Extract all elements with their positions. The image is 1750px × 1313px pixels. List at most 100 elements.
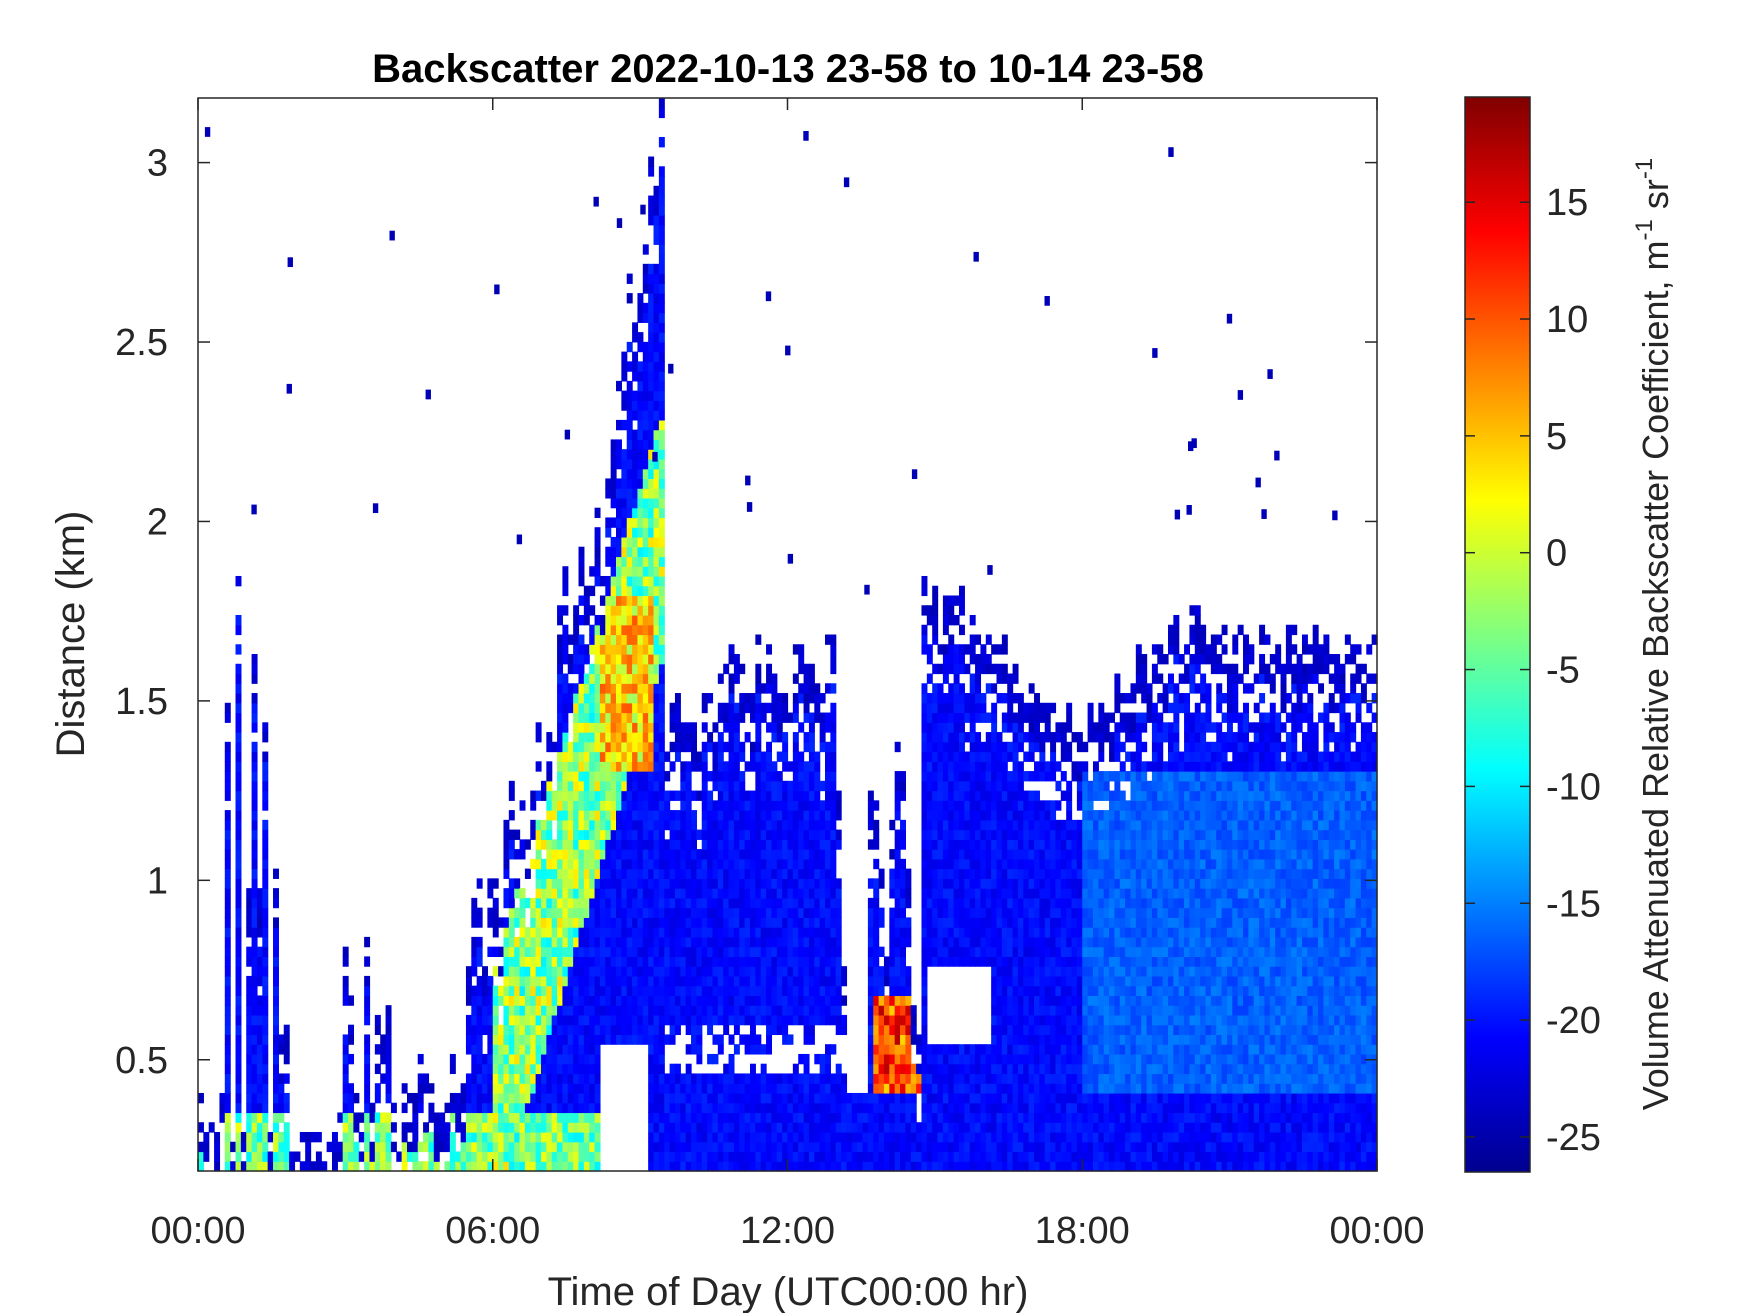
heatmap-cell: [867, 800, 874, 811]
heatmap-cell: [937, 1131, 944, 1143]
heatmap-cell: [557, 907, 564, 918]
heatmap-cell: [551, 810, 558, 821]
heatmap-cell: [819, 1073, 826, 1084]
heatmap-cell: [937, 888, 944, 899]
heatmap-cell: [739, 975, 746, 987]
heatmap-cell: [599, 654, 606, 665]
heatmap-cell: [385, 1063, 392, 1075]
heatmap-cell: [803, 1034, 810, 1045]
heatmap-cell: [873, 1122, 880, 1133]
heatmap-cell: [958, 1131, 965, 1143]
heatmap-cell: [760, 878, 767, 889]
heatmap-cell: [540, 878, 547, 889]
heatmap-cell: [605, 722, 612, 733]
heatmap-cell: [262, 819, 269, 831]
heatmap-cell: [578, 644, 585, 655]
heatmap-cell: [969, 614, 976, 626]
heatmap-cell: [610, 868, 617, 879]
heatmap-cell: [883, 1044, 890, 1055]
heatmap-cell: [964, 829, 971, 840]
heatmap-cell: [926, 1083, 933, 1094]
heatmap-cell: [578, 1063, 585, 1075]
heatmap-cell: [364, 985, 371, 997]
heatmap-cell: [1007, 966, 1014, 977]
heatmap-cell: [948, 1092, 955, 1104]
heatmap-cell: [985, 1073, 992, 1084]
heatmap-cell: [648, 478, 655, 489]
heatmap-cell: [771, 693, 778, 704]
heatmap-cell: [1001, 1073, 1008, 1084]
heatmap-cell: [562, 849, 569, 860]
heatmap-cell: [385, 1073, 392, 1084]
heatmap-cell: [744, 995, 751, 1006]
heatmap-cell: [739, 946, 746, 957]
heatmap-cell: [482, 1102, 488, 1114]
heatmap-cell: [733, 897, 740, 909]
heatmap-cell: [744, 956, 751, 967]
heatmap-cell: [814, 966, 821, 977]
heatmap-cell: [348, 1034, 355, 1045]
heatmap-cell: [626, 468, 633, 480]
heatmap-cell: [364, 1034, 371, 1045]
heatmap-cell: [798, 810, 805, 821]
heatmap-cell: [937, 663, 944, 675]
heatmap-cell: [364, 1151, 371, 1162]
heatmap-cell: [246, 907, 253, 918]
heatmap-cell: [621, 556, 628, 567]
heatmap-cell: [251, 771, 258, 782]
heatmap-cell: [648, 1024, 655, 1036]
heatmap-cell: [235, 1014, 242, 1026]
heatmap-cell: [637, 741, 644, 753]
heatmap-cell: [508, 897, 515, 909]
heatmap-cell: [1007, 907, 1014, 918]
heatmap-cell: [637, 897, 644, 909]
heatmap-cell: [610, 946, 617, 957]
heatmap-cell: [985, 771, 992, 782]
heatmap-cell: [674, 1014, 681, 1026]
heatmap-cell: [594, 878, 601, 889]
heatmap-cell: [691, 868, 697, 879]
heatmap-cell: [937, 1073, 944, 1084]
heatmap-cell: [733, 741, 740, 753]
heatmap-cell: [246, 1053, 253, 1065]
heatmap-cell: [755, 1112, 762, 1123]
heatmap-cell: [599, 575, 606, 587]
heatmap-cell: [707, 946, 714, 957]
heatmap-cell: [958, 1044, 965, 1055]
heatmap-cell: [546, 1005, 553, 1016]
heatmap-cell: [723, 780, 730, 792]
heatmap-cell: [701, 995, 708, 1006]
heatmap-cell: [621, 449, 628, 460]
heatmap-cell: [262, 1092, 269, 1104]
heatmap-cell: [449, 1161, 456, 1172]
heatmap-cell: [669, 975, 676, 987]
heatmap-cell: [798, 1053, 805, 1065]
heatmap-cell: [669, 839, 676, 850]
heatmap-cell: [755, 888, 762, 899]
heatmap-cell: [471, 897, 478, 909]
heatmap-cell: [385, 1044, 392, 1055]
heatmap-cell: [573, 1034, 580, 1045]
heatmap-cell: [578, 751, 585, 762]
heatmap-cell: [535, 936, 542, 948]
heatmap-cell: [632, 1024, 639, 1036]
heatmap-cell: [632, 673, 639, 684]
heatmap-cell: [471, 1044, 478, 1055]
heatmap-cell: [476, 917, 483, 928]
heatmap-cell: [503, 1073, 510, 1084]
heatmap-cell: [744, 985, 751, 997]
heatmap-cell: [599, 702, 606, 714]
heatmap-cell: [546, 907, 553, 918]
heatmap-cell: [953, 644, 960, 655]
heatmap-cell: [626, 410, 633, 421]
heatmap-cell: [808, 897, 815, 909]
heatmap-cell: [948, 1151, 955, 1162]
heatmap-cell: [942, 907, 949, 918]
heatmap-cell: [1001, 800, 1008, 811]
heatmap-cell: [830, 829, 837, 840]
heatmap-cell: [482, 1092, 488, 1104]
heatmap-cell: [621, 927, 628, 938]
heatmap-cell: [583, 839, 590, 850]
heatmap-cell: [482, 975, 488, 987]
heatmap-cell: [262, 1073, 269, 1084]
